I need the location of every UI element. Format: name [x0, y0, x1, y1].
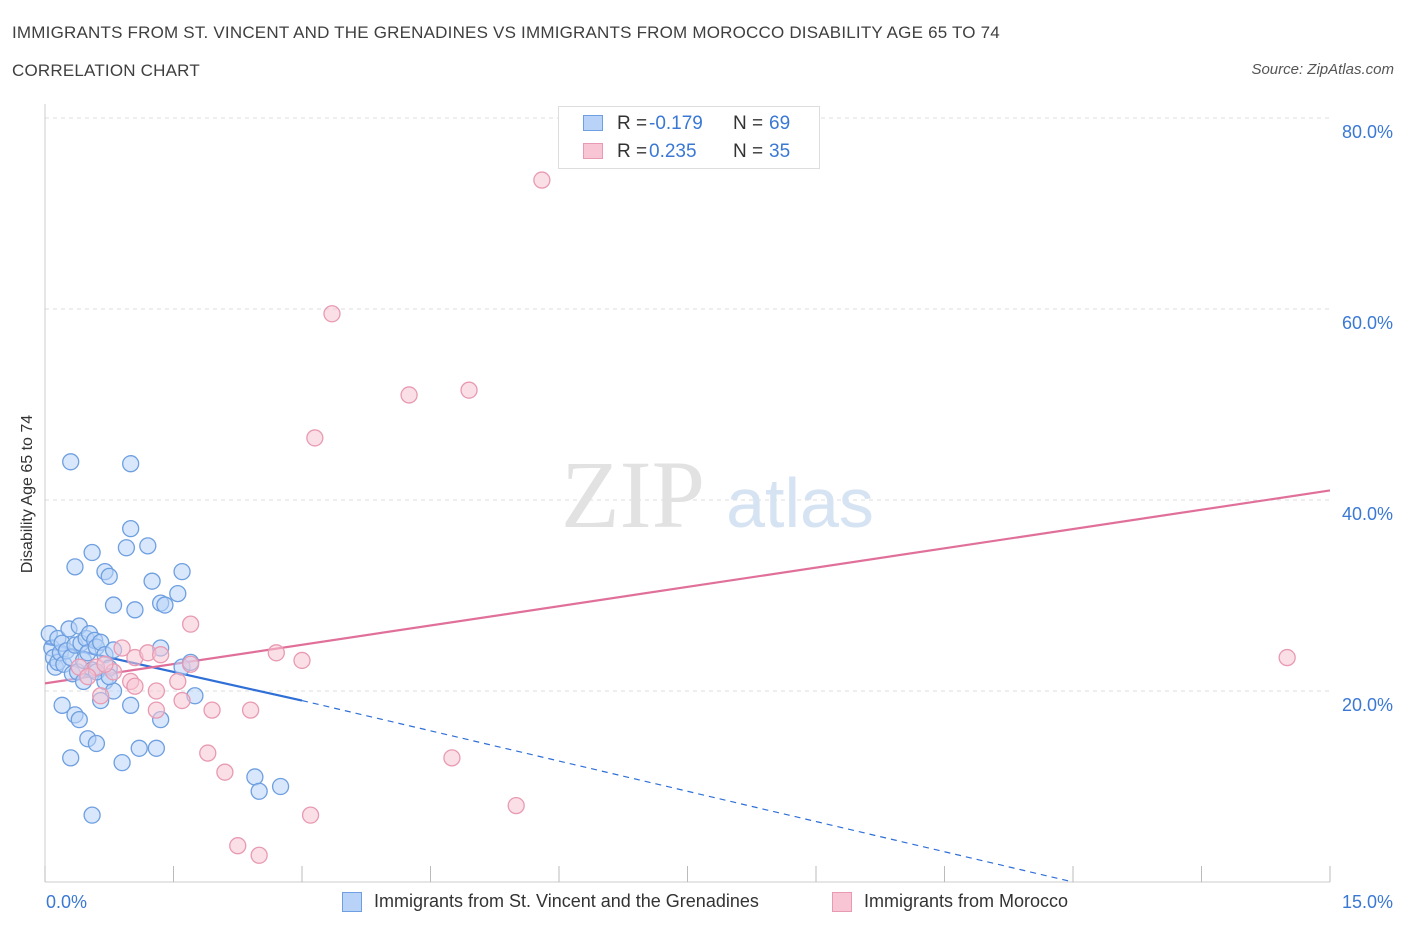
correlation-legend: R = -0.179 N = 69 R = 0.235 N = 35	[558, 106, 820, 169]
legend-swatch-pink	[583, 143, 603, 159]
blue-point	[117, 539, 136, 557]
blue-point	[83, 543, 101, 562]
blue-point	[139, 537, 157, 555]
pink-point	[323, 305, 341, 323]
y-tick-label: 20.0%	[1342, 695, 1393, 715]
pink-point	[113, 639, 131, 657]
legend-r-value: -0.179	[649, 113, 703, 134]
pink-point	[79, 668, 97, 686]
blue-point	[87, 734, 106, 753]
blue-point	[271, 777, 290, 796]
pink-point	[229, 837, 247, 855]
x-tick-label: 0.0%	[46, 892, 87, 912]
blue-point	[173, 562, 191, 581]
blue-point	[130, 739, 148, 757]
chart-title: IMMIGRANTS FROM ST. VINCENT AND THE GREN…	[12, 23, 1000, 42]
blue-point	[62, 453, 80, 471]
watermark-zip: ZIP	[561, 441, 705, 548]
legend-r-label: R =	[617, 113, 648, 134]
pink-point	[301, 806, 320, 824]
pink-point	[460, 381, 478, 399]
trend-lines	[44, 489, 1331, 883]
legend-item-st-vincent[interactable]: Immigrants from St. Vincent and the Gren…	[342, 890, 812, 914]
pink-point	[400, 386, 418, 404]
pink-point	[250, 846, 268, 864]
blue-point	[70, 711, 88, 729]
axes	[44, 104, 1331, 883]
pink-point	[267, 644, 285, 662]
y-tick-label: 80.0%	[1342, 122, 1393, 142]
blue-point	[143, 572, 161, 590]
legend-n-value: 69	[769, 113, 791, 134]
watermark: ZIP atlas	[561, 441, 874, 548]
tick-labels: 20.0% 40.0% 60.0% 80.0% 0.0% 15.0%	[46, 122, 1393, 912]
pink-point	[199, 744, 217, 762]
blue-point	[126, 601, 144, 619]
blue-point	[122, 455, 140, 473]
series-2-points	[70, 171, 1296, 864]
pink-point	[147, 682, 166, 700]
legend-item-morocco[interactable]: Immigrants from Morocco	[832, 890, 1132, 914]
blue-point	[104, 596, 123, 614]
series-1-points	[40, 453, 290, 824]
x-tick-label: 15.0%	[1342, 892, 1393, 912]
pink-point	[507, 796, 525, 815]
blue-point	[147, 739, 166, 757]
pink-point	[533, 171, 551, 189]
blue-point	[100, 567, 118, 586]
y-tick-label: 60.0%	[1342, 313, 1393, 333]
legend-n-label: N =	[733, 141, 764, 162]
pink-point	[173, 691, 191, 710]
blue-point	[53, 696, 71, 714]
blue-point	[66, 558, 84, 576]
pink-point	[241, 701, 260, 719]
watermark-atlas: atlas	[726, 464, 874, 542]
pink-point	[1278, 648, 1296, 667]
legend-n-label: N =	[733, 113, 764, 134]
pink-point	[216, 763, 234, 781]
pink-point	[147, 701, 166, 719]
y-tick-label: 40.0%	[1342, 504, 1393, 524]
pink-point	[443, 749, 461, 767]
pink-point	[293, 651, 311, 670]
legend-swatch-pink	[832, 892, 852, 912]
legend-r-value: 0.235	[649, 141, 697, 162]
blue-point	[169, 584, 187, 603]
blue-point	[246, 768, 264, 786]
pink-point	[169, 672, 187, 691]
pink-point	[181, 655, 200, 673]
legend-swatch-blue	[583, 115, 603, 131]
blue-point	[122, 520, 140, 538]
pink-point	[203, 701, 221, 719]
chart-subtitle: CORRELATION CHART	[12, 61, 200, 80]
pink-point	[92, 687, 110, 705]
pink-point	[181, 615, 200, 633]
legend-swatch-blue	[342, 892, 362, 912]
legend-label: Immigrants from Morocco	[864, 891, 1069, 911]
grid-lines	[45, 117, 1330, 692]
source-label: Source: ZipAtlas.com	[1251, 61, 1394, 78]
pink-point	[96, 655, 114, 673]
legend-n-value: 35	[769, 141, 791, 162]
pink-point	[306, 429, 324, 447]
blue-point	[62, 749, 80, 767]
blue-point	[83, 806, 101, 824]
pink-point	[151, 646, 170, 664]
blue-point	[250, 782, 268, 800]
blue-point	[113, 753, 131, 772]
pink-trend-line	[44, 489, 1331, 685]
legend-label: Immigrants from St. Vincent and the Gren…	[374, 891, 759, 911]
data-points	[40, 171, 1296, 864]
pink-point	[126, 677, 144, 695]
legend-r-label: R =	[617, 141, 648, 162]
blue-point	[156, 596, 174, 614]
blue-trend-extension	[301, 699, 1074, 883]
blue-point	[122, 696, 140, 714]
